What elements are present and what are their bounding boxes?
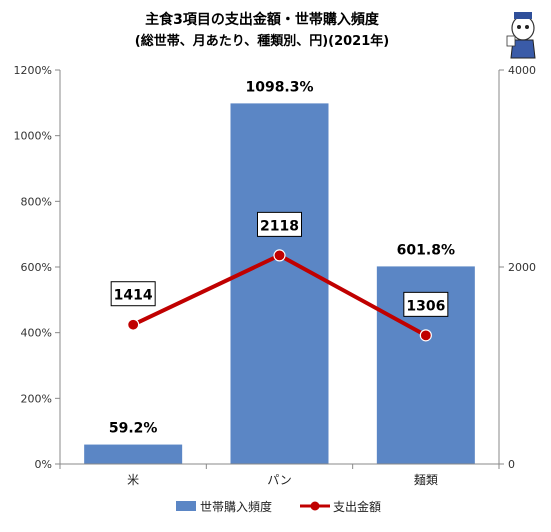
right-tick-label: 2000 <box>508 261 536 274</box>
left-tick-label: 1000% <box>14 130 52 143</box>
category-label: パン <box>267 473 292 487</box>
left-tick-label: 200% <box>21 392 52 405</box>
left-tick-label: 400% <box>21 327 52 340</box>
bar <box>84 444 183 464</box>
bar-data-label: 601.8% <box>397 242 455 258</box>
legend-label: 支出金額 <box>333 499 381 514</box>
category-label: 米 <box>127 473 139 487</box>
bar-data-label: 1098.3% <box>245 79 313 95</box>
left-tick-label: 600% <box>21 261 52 274</box>
line-point <box>273 249 286 262</box>
right-tick-label: 4000 <box>508 64 536 77</box>
chart-title: 主食3項目の支出金額・世帯購入頻度 <box>145 11 380 28</box>
line-data-label-box <box>403 291 449 317</box>
left-tick-label: 0% <box>35 458 52 471</box>
chart-subtitle: (総世帯、月あたり、種類別、円)(2021年) <box>135 33 389 49</box>
line-data-label-box <box>257 211 302 237</box>
line-point <box>127 318 140 331</box>
bar <box>230 103 329 464</box>
bar-data-label: 59.2% <box>109 421 158 437</box>
plot-area: 59.2% 1098.3% 601.8% 1414 2118 1306 <box>84 79 475 464</box>
right-tick-label: 0 <box>508 458 515 471</box>
legend-swatch-bar <box>176 501 196 511</box>
legend-label: 世帯購入頻度 <box>200 499 272 514</box>
left-tick-label: 1200% <box>14 64 52 77</box>
legend-swatch-marker <box>310 501 320 511</box>
line-data-label: 2118 <box>260 218 299 234</box>
line-data-label-box <box>110 281 156 307</box>
line-data-label: 1306 <box>406 298 445 314</box>
legend: 世帯購入頻度 支出金額 <box>176 499 381 514</box>
line-data-label: 1414 <box>114 288 153 304</box>
mascot-icon <box>506 12 536 59</box>
axes: 0% 200% 400% 600% 800% 1000% 1200% 0 2000 4000 米 パン… <box>14 64 536 487</box>
line-point <box>419 329 432 342</box>
left-tick-label: 800% <box>21 195 52 208</box>
category-label: 麺類 <box>414 473 438 487</box>
